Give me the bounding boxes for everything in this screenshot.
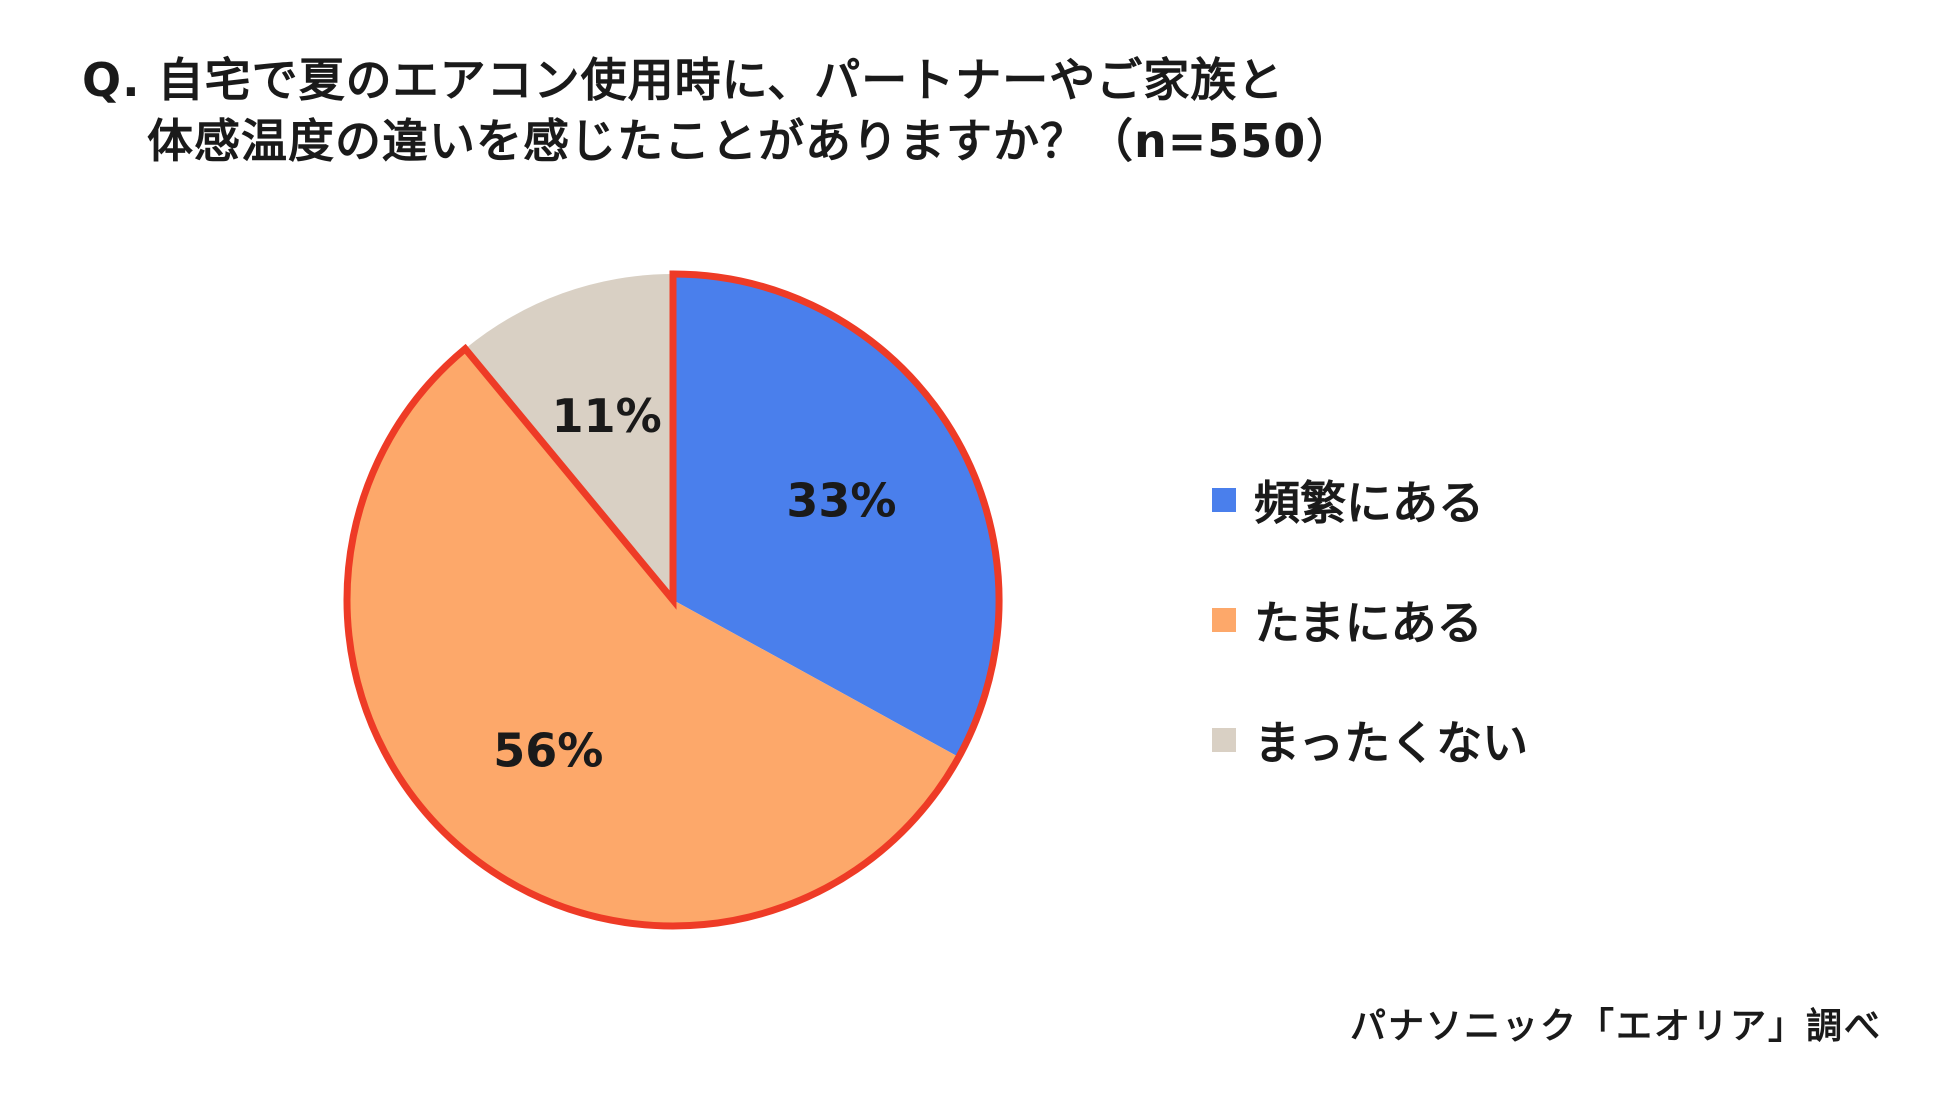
slice-label-never: 11% <box>552 389 662 443</box>
slice-label-sometimes: 56% <box>493 724 603 778</box>
legend-label-never: まったくない <box>1254 716 1529 770</box>
legend-item-frequent: 頻繁にある <box>1212 470 1528 530</box>
chart-title-line-2: 体感温度の違いを感じたことがありますか？（n=550） <box>147 114 1354 168</box>
legend-swatch-frequent <box>1212 488 1236 512</box>
chart-title-line-1: Q. 自宅で夏のエアコン使用時に、パートナーやご家族と <box>82 53 1285 107</box>
pie-highlight-outline <box>343 270 1003 930</box>
legend-item-never: まったくない <box>1212 710 1528 770</box>
pie-slice-never <box>465 274 673 600</box>
legend-label-sometimes: たまにある <box>1254 596 1483 650</box>
legend-item-sometimes: たまにある <box>1212 590 1528 650</box>
chart-legend: 頻繁にある たまにある まったくない <box>1212 470 1528 830</box>
legend-swatch-sometimes <box>1212 608 1236 632</box>
pie-slice-frequent <box>673 274 1000 758</box>
pie-slice-sometimes <box>347 348 959 926</box>
source-credit: パナソニック「エオリア」調べ <box>1349 1006 1882 1047</box>
legend-label-frequent: 頻繁にある <box>1254 476 1484 530</box>
legend-swatch-never <box>1212 728 1236 752</box>
slice-label-frequent: 33% <box>786 473 896 527</box>
